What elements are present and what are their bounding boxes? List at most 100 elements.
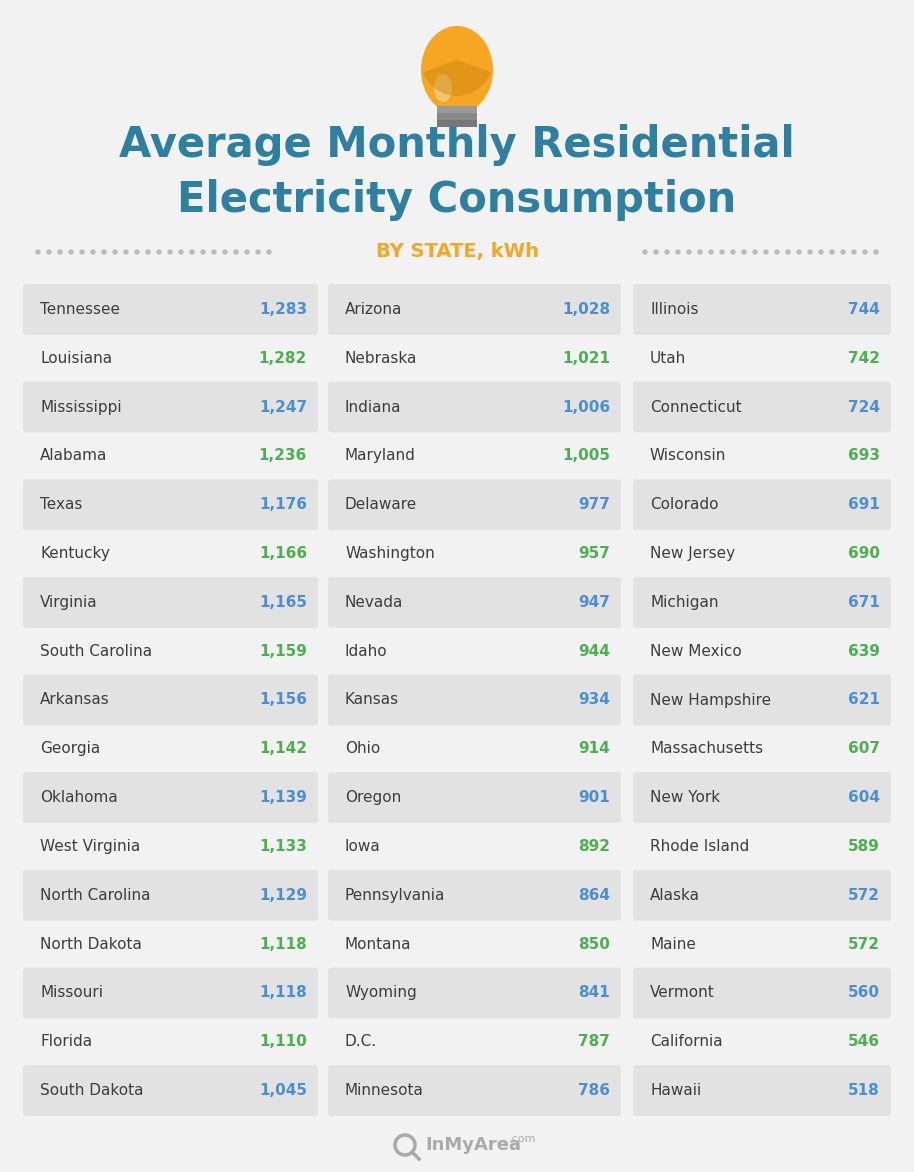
Circle shape <box>91 250 95 254</box>
Text: 1,045: 1,045 <box>259 1083 307 1098</box>
FancyBboxPatch shape <box>23 479 318 530</box>
Circle shape <box>168 250 172 254</box>
Circle shape <box>234 250 238 254</box>
FancyBboxPatch shape <box>23 382 318 432</box>
Text: Arizona: Arizona <box>345 302 402 316</box>
Text: South Dakota: South Dakota <box>40 1083 143 1098</box>
FancyBboxPatch shape <box>328 284 621 335</box>
Text: 1,006: 1,006 <box>562 400 610 415</box>
Text: Vermont: Vermont <box>650 986 715 1001</box>
Text: Oregon: Oregon <box>345 790 401 805</box>
Circle shape <box>819 250 823 254</box>
Text: Florida: Florida <box>40 1034 92 1049</box>
FancyBboxPatch shape <box>633 479 891 530</box>
Circle shape <box>830 250 834 254</box>
Text: Kansas: Kansas <box>345 693 399 708</box>
Text: 518: 518 <box>848 1083 880 1098</box>
Text: Oklahoma: Oklahoma <box>40 790 118 805</box>
Text: 934: 934 <box>579 693 610 708</box>
Text: Colorado: Colorado <box>650 497 718 512</box>
FancyBboxPatch shape <box>633 675 891 725</box>
Circle shape <box>113 250 117 254</box>
FancyBboxPatch shape <box>23 968 318 1018</box>
Text: 901: 901 <box>579 790 610 805</box>
FancyBboxPatch shape <box>328 382 621 432</box>
Circle shape <box>212 250 216 254</box>
Text: 1,110: 1,110 <box>260 1034 307 1049</box>
Text: 1,159: 1,159 <box>260 643 307 659</box>
FancyBboxPatch shape <box>23 284 318 335</box>
Text: Nevada: Nevada <box>345 595 403 609</box>
Text: 786: 786 <box>578 1083 610 1098</box>
Circle shape <box>720 250 724 254</box>
FancyBboxPatch shape <box>633 1065 891 1116</box>
Ellipse shape <box>421 26 493 114</box>
Text: Kentucky: Kentucky <box>40 546 110 561</box>
Text: California: California <box>650 1034 723 1049</box>
Circle shape <box>709 250 713 254</box>
Text: 957: 957 <box>579 546 610 561</box>
Text: D.C.: D.C. <box>345 1034 377 1049</box>
Text: 572: 572 <box>848 888 880 902</box>
Text: 1,133: 1,133 <box>260 839 307 854</box>
Text: 1,236: 1,236 <box>259 449 307 463</box>
Text: Indiana: Indiana <box>345 400 401 415</box>
Text: 1,129: 1,129 <box>259 888 307 902</box>
Circle shape <box>852 250 856 254</box>
Text: Massachusetts: Massachusetts <box>650 742 763 756</box>
Text: Washington: Washington <box>345 546 435 561</box>
Text: BY STATE, kWh: BY STATE, kWh <box>376 243 538 261</box>
Circle shape <box>874 250 878 254</box>
FancyBboxPatch shape <box>23 1065 318 1116</box>
Text: 604: 604 <box>848 790 880 805</box>
FancyBboxPatch shape <box>437 105 477 114</box>
Text: Tennessee: Tennessee <box>40 302 120 316</box>
Text: Idaho: Idaho <box>345 643 388 659</box>
Text: 1,176: 1,176 <box>259 497 307 512</box>
Circle shape <box>256 250 260 254</box>
Text: 1,165: 1,165 <box>259 595 307 609</box>
Circle shape <box>245 250 249 254</box>
FancyBboxPatch shape <box>328 1065 621 1116</box>
FancyBboxPatch shape <box>23 772 318 823</box>
Circle shape <box>267 250 271 254</box>
Text: 947: 947 <box>579 595 610 609</box>
FancyBboxPatch shape <box>328 870 621 921</box>
Text: Georgia: Georgia <box>40 742 101 756</box>
Text: 1,028: 1,028 <box>562 302 610 316</box>
Text: 691: 691 <box>848 497 880 512</box>
Text: Mississippi: Mississippi <box>40 400 122 415</box>
Text: 1,021: 1,021 <box>562 350 610 366</box>
Text: 589: 589 <box>848 839 880 854</box>
Circle shape <box>698 250 702 254</box>
Text: 977: 977 <box>579 497 610 512</box>
Text: 1,005: 1,005 <box>562 449 610 463</box>
Text: Iowa: Iowa <box>345 839 381 854</box>
Circle shape <box>808 250 812 254</box>
Text: Pennsylvania: Pennsylvania <box>345 888 445 902</box>
Text: Virginia: Virginia <box>40 595 98 609</box>
FancyBboxPatch shape <box>633 870 891 921</box>
Text: 787: 787 <box>579 1034 610 1049</box>
FancyBboxPatch shape <box>23 870 318 921</box>
Text: 621: 621 <box>848 693 880 708</box>
Text: 850: 850 <box>579 936 610 952</box>
FancyBboxPatch shape <box>23 577 318 628</box>
Circle shape <box>676 250 680 254</box>
Circle shape <box>863 250 867 254</box>
Text: 892: 892 <box>578 839 610 854</box>
Circle shape <box>687 250 691 254</box>
Circle shape <box>654 250 658 254</box>
Text: New Mexico: New Mexico <box>650 643 742 659</box>
Ellipse shape <box>434 74 452 102</box>
Text: 1,283: 1,283 <box>259 302 307 316</box>
Text: 914: 914 <box>579 742 610 756</box>
Text: Electricity Consumption: Electricity Consumption <box>177 179 737 222</box>
Circle shape <box>146 250 150 254</box>
Text: 841: 841 <box>579 986 610 1001</box>
FancyBboxPatch shape <box>328 479 621 530</box>
FancyBboxPatch shape <box>437 113 477 120</box>
Circle shape <box>786 250 790 254</box>
Text: Hawaii: Hawaii <box>650 1083 701 1098</box>
FancyBboxPatch shape <box>23 675 318 725</box>
